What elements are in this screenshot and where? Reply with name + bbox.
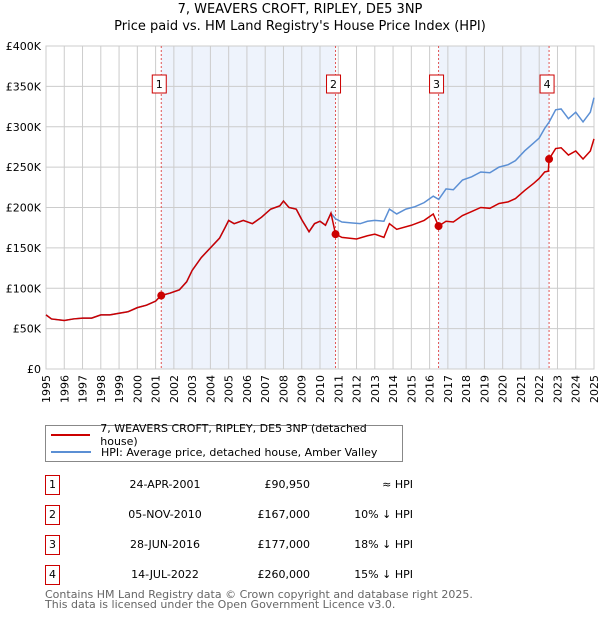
sale-label-box	[539, 74, 555, 94]
x-tick-label: 2013	[369, 375, 382, 403]
sale-price: £90,950	[264, 478, 311, 491]
x-tick-label: 1995	[40, 375, 53, 403]
x-tick-label: 2021	[515, 375, 528, 403]
price-chart: 1995 1996 1997 1998 1999 2000 2001 2002 2003 2004…	[6, 40, 600, 403]
footer: Contains HM Land Registry data © Crown c…	[45, 588, 473, 611]
sale-number: 2	[45, 505, 60, 525]
x-tick-label: 1999	[113, 375, 126, 403]
sale-hpi-relation: 15% ↓ HPI	[354, 568, 413, 581]
x-tick-label: 1997	[77, 375, 90, 403]
chart-subtitle: Price paid vs. HM Land Registry's House …	[114, 19, 486, 34]
plot-frame	[45, 45, 595, 370]
sale-date: 28-JUN-2016	[129, 538, 201, 551]
y-tick-label: £100K	[6, 282, 42, 295]
sale-row: 4 14-JUL-2022 £260,000 15% ↓ HPI	[45, 565, 413, 585]
x-tick-label: 2020	[497, 375, 510, 403]
x-tick-label: 2001	[150, 375, 163, 403]
x-tick-label: 2008	[277, 375, 290, 403]
sale-row: 1 24-APR-2001 £90,950 ≈ HPI	[45, 475, 413, 495]
x-tick-label: 2015	[405, 375, 418, 403]
x-tick-label: 2010	[314, 375, 327, 403]
x-tick-label: 2000	[131, 375, 144, 403]
sale-date: 05-NOV-2010	[128, 508, 202, 521]
sale-point	[157, 291, 166, 300]
sale-point	[331, 230, 340, 239]
legend-item-hpi: HPI: Average price, detached house, Ambe…	[51, 444, 377, 460]
sale-row: 2 05-NOV-2010 £167,000 10% ↓ HPI	[45, 505, 413, 525]
x-tick-label: 2017	[442, 375, 455, 403]
x-tick-label: 2003	[186, 375, 199, 403]
x-tick-label: 2025	[588, 375, 600, 403]
x-tick-label: 1998	[95, 375, 108, 403]
y-tick-label: £400K	[6, 40, 42, 53]
footer-line-1: Contains HM Land Registry data © Crown c…	[45, 588, 473, 601]
x-tick-label: 2016	[424, 375, 437, 403]
sale-number: 4	[45, 565, 60, 585]
x-tick-label: 2004	[204, 375, 217, 403]
x-tick-label: 2011	[332, 375, 345, 403]
sale-label-box	[429, 74, 445, 94]
sale-label: 2	[330, 78, 337, 91]
sale-point	[434, 222, 443, 231]
sale-hpi-relation: 18% ↓ HPI	[354, 538, 413, 551]
x-tick-label: 2007	[259, 375, 272, 403]
x-tick-label: 2002	[168, 375, 181, 403]
x-tick-label: 2009	[296, 375, 309, 403]
sale-point	[545, 155, 554, 164]
y-tick-label: £50K	[13, 323, 42, 336]
x-tick-label: 2018	[460, 375, 473, 403]
sale-number: 3	[45, 535, 60, 555]
y-tick-label: £200K	[6, 202, 42, 215]
sale-hpi-relation: 10% ↓ HPI	[354, 508, 413, 521]
y-tick-label: £150K	[6, 242, 42, 255]
sale-label-box	[326, 74, 342, 94]
x-tick-label: 2024	[570, 375, 583, 403]
x-tick-label: 2023	[551, 375, 564, 403]
x-tick-label: 2012	[351, 375, 364, 403]
sale-price: £260,000	[257, 568, 311, 581]
legend-swatch-red	[51, 434, 91, 436]
sale-row: 3 28-JUN-2016 £177,000 18% ↓ HPI	[45, 535, 413, 555]
sale-label: 1	[156, 78, 163, 91]
sale-date: 14-JUL-2022	[131, 568, 199, 581]
x-tick-label: 2014	[387, 375, 400, 403]
x-tick-label: 2005	[223, 375, 236, 403]
sale-date: 24-APR-2001	[129, 478, 201, 491]
y-tick-label: £250K	[6, 161, 42, 174]
y-tick-label: £350K	[6, 80, 42, 93]
x-tick-label: 1996	[58, 375, 71, 403]
sale-label: 4	[544, 78, 551, 91]
sale-price: £167,000	[257, 508, 311, 521]
legend: 7, WEAVERS CROFT, RIPLEY, DE5 3NP (detac…	[45, 422, 403, 462]
x-tick-label: 2006	[241, 375, 254, 403]
sale-price: £177,000	[257, 538, 311, 551]
sale-hpi-relation: ≈ HPI	[382, 478, 413, 491]
y-tick-label: £300K	[6, 121, 42, 134]
legend-label: HPI: Average price, detached house, Ambe…	[101, 445, 378, 459]
sale-number: 1	[45, 475, 60, 495]
x-tick-label: 2022	[533, 375, 546, 403]
legend-swatch-blue	[51, 451, 91, 453]
chart-title: 7, WEAVERS CROFT, RIPLEY, DE5 3NP	[177, 2, 423, 17]
x-tick-label: 2019	[478, 375, 491, 403]
sale-label: 3	[433, 78, 440, 91]
sale-label-box	[151, 74, 167, 94]
series-line	[45, 138, 595, 322]
footer-line-2: This data is licensed under the Open Gov…	[45, 598, 396, 611]
y-tick-label: £0	[27, 363, 41, 376]
legend-item-property: 7, WEAVERS CROFT, RIPLEY, DE5 3NP (detac…	[51, 422, 402, 448]
legend-label: 7, WEAVERS CROFT, RIPLEY, DE5 3NP (detac…	[100, 422, 367, 448]
